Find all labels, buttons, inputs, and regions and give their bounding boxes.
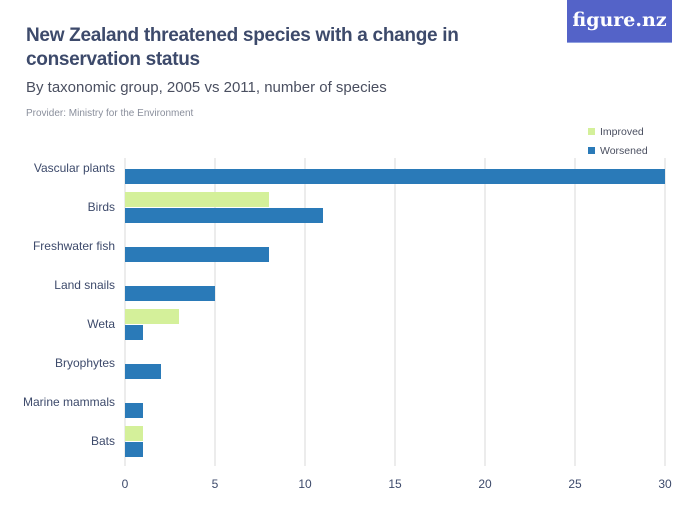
bar-improved: [125, 426, 143, 441]
category-label: Land snails: [54, 278, 115, 292]
x-tick-label: 30: [658, 477, 672, 491]
bar-worsened: [125, 169, 665, 184]
x-tick-label: 15: [388, 477, 402, 491]
category-label: Bryophytes: [55, 356, 115, 370]
bar-improved: [125, 192, 269, 207]
bar-worsened: [125, 364, 161, 379]
category-label: Marine mammals: [23, 395, 115, 409]
bar-improved: [125, 309, 179, 324]
x-tick-label: 20: [478, 477, 492, 491]
figure-nz-logo[interactable]: figure.nz: [567, 0, 672, 43]
x-tick-label: 0: [122, 477, 129, 491]
category-label: Birds: [88, 200, 115, 214]
legend-label: Worsened: [600, 144, 648, 157]
bar-worsened: [125, 403, 143, 418]
legend-swatch-worsened: [588, 147, 595, 154]
category-label: Weta: [87, 317, 115, 331]
legend: Improved Worsened: [588, 122, 648, 160]
bar-worsened: [125, 247, 269, 262]
bar-worsened: [125, 208, 323, 223]
x-tick-label: 25: [568, 477, 582, 491]
bar-worsened: [125, 442, 143, 457]
category-label: Freshwater fish: [33, 239, 115, 253]
x-tick-label: 10: [298, 477, 312, 491]
x-tick-label: 5: [212, 477, 219, 491]
category-label: Bats: [91, 434, 115, 448]
provider-text: Provider: Ministry for the Environment: [26, 108, 194, 119]
bar-worsened: [125, 286, 215, 301]
chart-title: New Zealand threatened species with a ch…: [26, 25, 459, 70]
legend-label: Improved: [600, 125, 644, 138]
legend-swatch-improved: [588, 128, 595, 135]
bar-worsened: [125, 325, 143, 340]
legend-item-improved: Improved: [588, 122, 648, 141]
category-label: Vascular plants: [34, 161, 115, 175]
legend-item-worsened: Worsened: [588, 141, 648, 160]
chart-subtitle: By taxonomic group, 2005 vs 2011, number…: [26, 79, 387, 96]
